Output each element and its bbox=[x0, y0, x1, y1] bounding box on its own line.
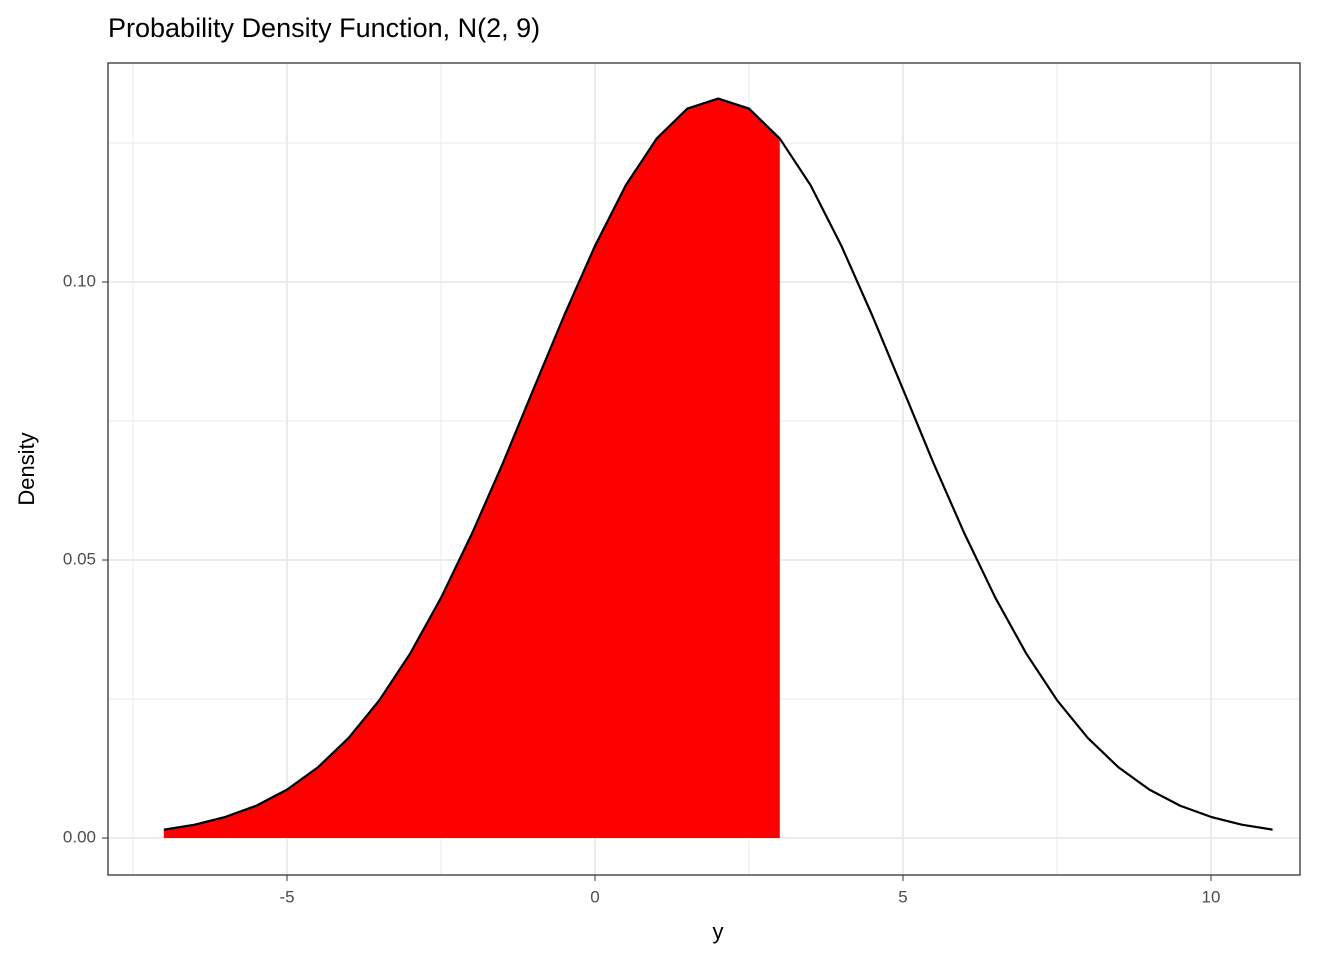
x-tick-label: 0 bbox=[590, 887, 599, 906]
panel-border bbox=[107, 62, 1301, 876]
x-axis-label: y bbox=[713, 919, 724, 944]
density-curve bbox=[163, 97, 1273, 831]
x-tick-label: -5 bbox=[279, 887, 294, 906]
shaded-area bbox=[163, 98, 780, 839]
x-tick-label: 10 bbox=[1202, 887, 1221, 906]
y-tick-label: 0.00 bbox=[63, 828, 96, 847]
y-tick-label: 0.05 bbox=[63, 550, 96, 569]
chart-title: Probability Density Function, N(2, 9) bbox=[108, 13, 540, 43]
y-tick-label: 0.10 bbox=[63, 271, 96, 290]
x-tick-label: 5 bbox=[898, 887, 907, 906]
y-axis-label: Density bbox=[14, 432, 39, 505]
